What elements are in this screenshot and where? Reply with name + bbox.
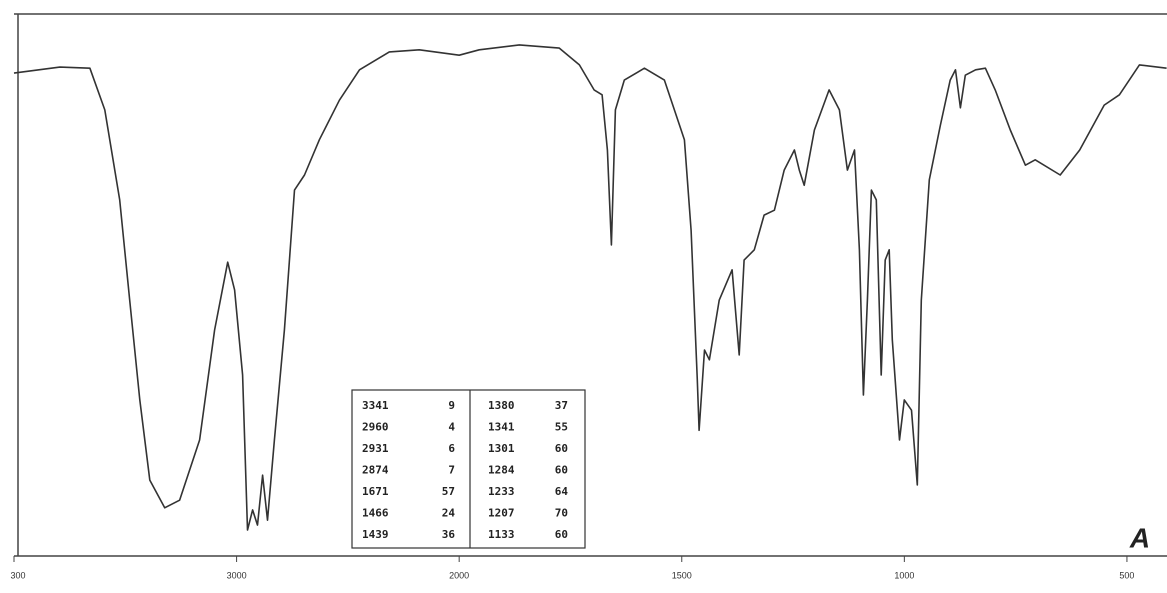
peak-table-cell: 2960 xyxy=(362,421,389,434)
peak-table-cell: 1466 xyxy=(362,507,389,520)
peak-table-cell: 1284 xyxy=(488,464,515,477)
peak-table-cell: 1439 xyxy=(362,528,389,541)
peak-table-cell: 4 xyxy=(448,421,455,434)
peak-table-cell: 2874 xyxy=(362,464,389,477)
x-tick-label: 2000 xyxy=(449,570,469,580)
peak-table-cell: 9 xyxy=(448,399,455,412)
peak-table-cell: 1133 xyxy=(488,528,515,541)
peak-table-cell: 60 xyxy=(555,464,568,477)
x-tick-label: 3000 xyxy=(227,570,247,580)
peak-table-cell: 37 xyxy=(555,399,568,412)
peak-table-cell: 64 xyxy=(555,485,569,498)
panel-label: A xyxy=(1129,522,1150,553)
peak-table-box xyxy=(351,389,586,549)
peak-table-cell: 36 xyxy=(442,528,456,541)
x-tick-label: 1500 xyxy=(672,570,692,580)
peak-table-cell: 1233 xyxy=(488,485,515,498)
peak-table-cell: 1341 xyxy=(488,421,515,434)
peak-table-cell: 6 xyxy=(448,442,455,455)
peak-table-cell: 60 xyxy=(555,528,568,541)
peak-table-cell: 3341 xyxy=(362,399,389,412)
x-tick-label: 500 xyxy=(1119,570,1134,580)
peak-table-cell: 55 xyxy=(555,421,568,434)
peak-table-cell: 1380 xyxy=(488,399,515,412)
peak-table-cell: 1301 xyxy=(488,442,515,455)
x-tick-label: 300 xyxy=(10,570,25,580)
spectrum-line xyxy=(13,44,1167,531)
peak-table-cell: 57 xyxy=(442,485,455,498)
peak-table-cell: 2931 xyxy=(362,442,389,455)
peak-table-cell: 24 xyxy=(442,507,456,520)
x-tick-label: 1000 xyxy=(894,570,914,580)
peak-table-cell: 60 xyxy=(555,442,568,455)
peak-table-cell: 1207 xyxy=(488,507,515,520)
peak-table-cell: 7 xyxy=(448,464,455,477)
peak-table-cell: 1671 xyxy=(362,485,389,498)
peak-table-cell: 70 xyxy=(555,507,568,520)
